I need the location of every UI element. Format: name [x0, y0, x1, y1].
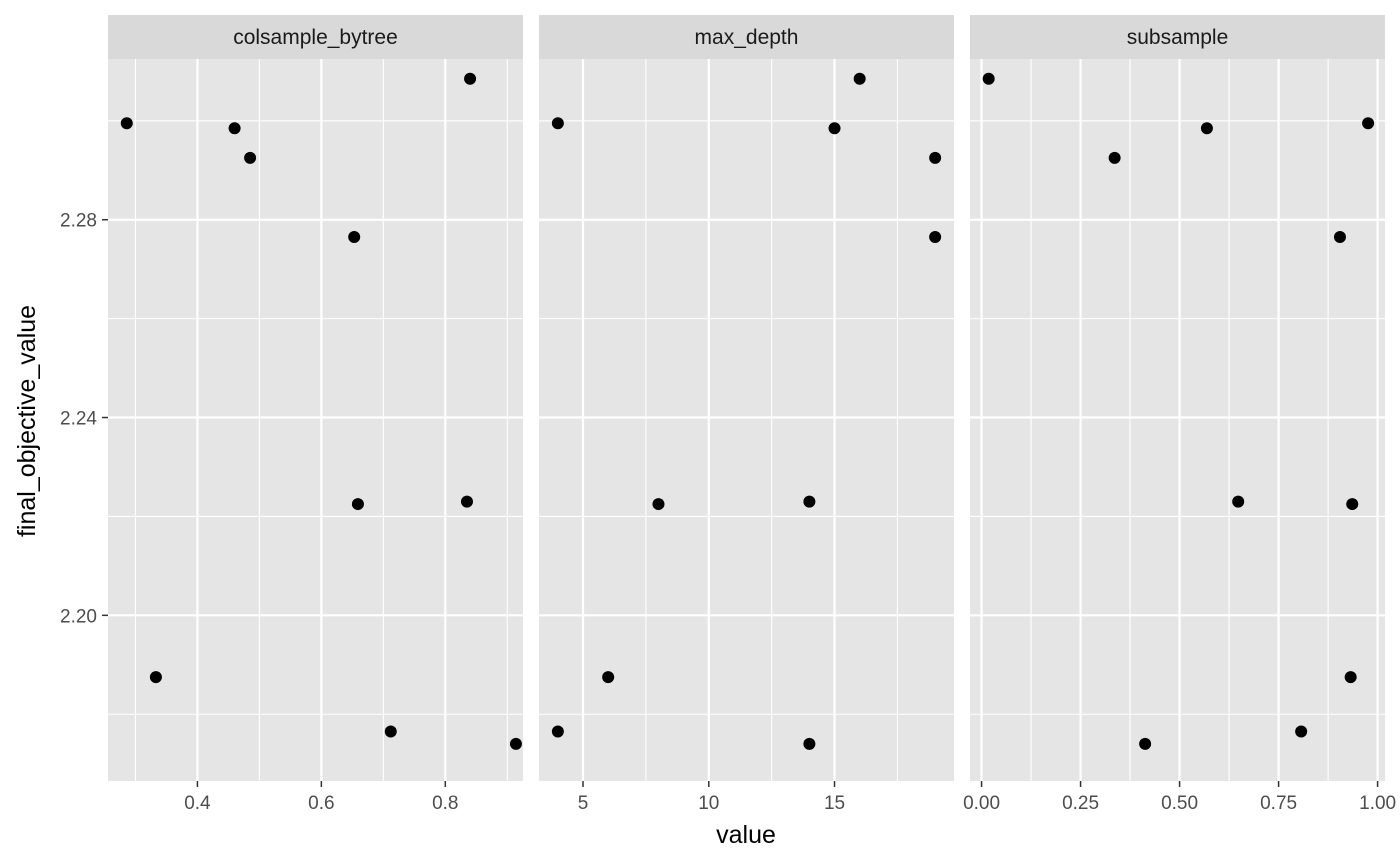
- facet-strip: [539, 15, 954, 59]
- data-point: [1346, 498, 1359, 511]
- data-point: [228, 122, 241, 135]
- data-point: [1344, 671, 1357, 684]
- x-tick-label: 0.6: [308, 793, 334, 814]
- y-axis-title: final_objective_value: [13, 305, 41, 537]
- x-tick-label: 10: [698, 793, 719, 814]
- data-point: [1362, 117, 1375, 130]
- facet-strip-label: subsample: [1127, 26, 1229, 49]
- data-point: [803, 495, 816, 508]
- x-axis-title: value: [716, 821, 776, 849]
- data-point: [803, 737, 816, 750]
- data-point: [120, 117, 133, 130]
- data-point: [929, 231, 942, 244]
- x-tick-label: 0.25: [1062, 793, 1099, 814]
- facet-strip: [108, 15, 523, 59]
- data-point: [828, 122, 841, 135]
- facet-strip-label: colsample_bytree: [233, 26, 398, 49]
- data-point: [244, 151, 257, 164]
- panel-background: [970, 59, 1385, 781]
- panel-background: [108, 59, 523, 781]
- y-tick-label: 2.24: [60, 409, 97, 430]
- y-tick-label: 2.20: [60, 606, 97, 627]
- panels-layer: colsample_bytree 0.4 0.6 0.8 max_depth 5 10 15 s…: [60, 15, 1396, 814]
- data-point: [853, 72, 866, 85]
- data-point: [602, 671, 615, 684]
- data-point: [1232, 495, 1245, 508]
- data-point: [551, 117, 564, 130]
- data-point: [929, 151, 942, 164]
- facet-panel-colsample-bytree: colsample_bytree 0.4 0.6 0.8: [108, 15, 523, 814]
- data-point: [384, 725, 397, 738]
- data-point: [351, 498, 364, 511]
- y-tick-label: 2.28: [60, 211, 97, 232]
- x-tick-label: 0.8: [432, 793, 458, 814]
- x-tick-label: 0.75: [1260, 793, 1297, 814]
- data-point: [1333, 231, 1346, 244]
- data-point: [652, 498, 665, 511]
- facet-panel-max-depth: max_depth 5 10 15: [539, 15, 954, 814]
- data-point: [460, 495, 473, 508]
- facet-strip: [970, 15, 1385, 59]
- data-point: [348, 231, 361, 244]
- data-point: [982, 72, 995, 85]
- data-point: [464, 72, 477, 85]
- x-tick-label: 15: [824, 793, 845, 814]
- x-tick-label: 0.50: [1161, 793, 1198, 814]
- data-point: [1200, 122, 1213, 135]
- data-point: [149, 671, 162, 684]
- panel-background: [539, 59, 954, 781]
- data-point: [551, 725, 564, 738]
- data-point: [509, 737, 522, 750]
- data-point: [1139, 737, 1152, 750]
- x-tick-label: 1.00: [1359, 793, 1396, 814]
- x-tick-label: 0.00: [963, 793, 1000, 814]
- x-tick-label: 5: [578, 793, 589, 814]
- x-tick-label: 0.4: [184, 793, 211, 814]
- facet-strip-label: max_depth: [695, 26, 799, 49]
- facet-panel-subsample: subsample 0.00 0.25 0.50 0.75 1.00: [963, 15, 1396, 814]
- data-point: [1295, 725, 1308, 738]
- data-point: [1108, 151, 1121, 164]
